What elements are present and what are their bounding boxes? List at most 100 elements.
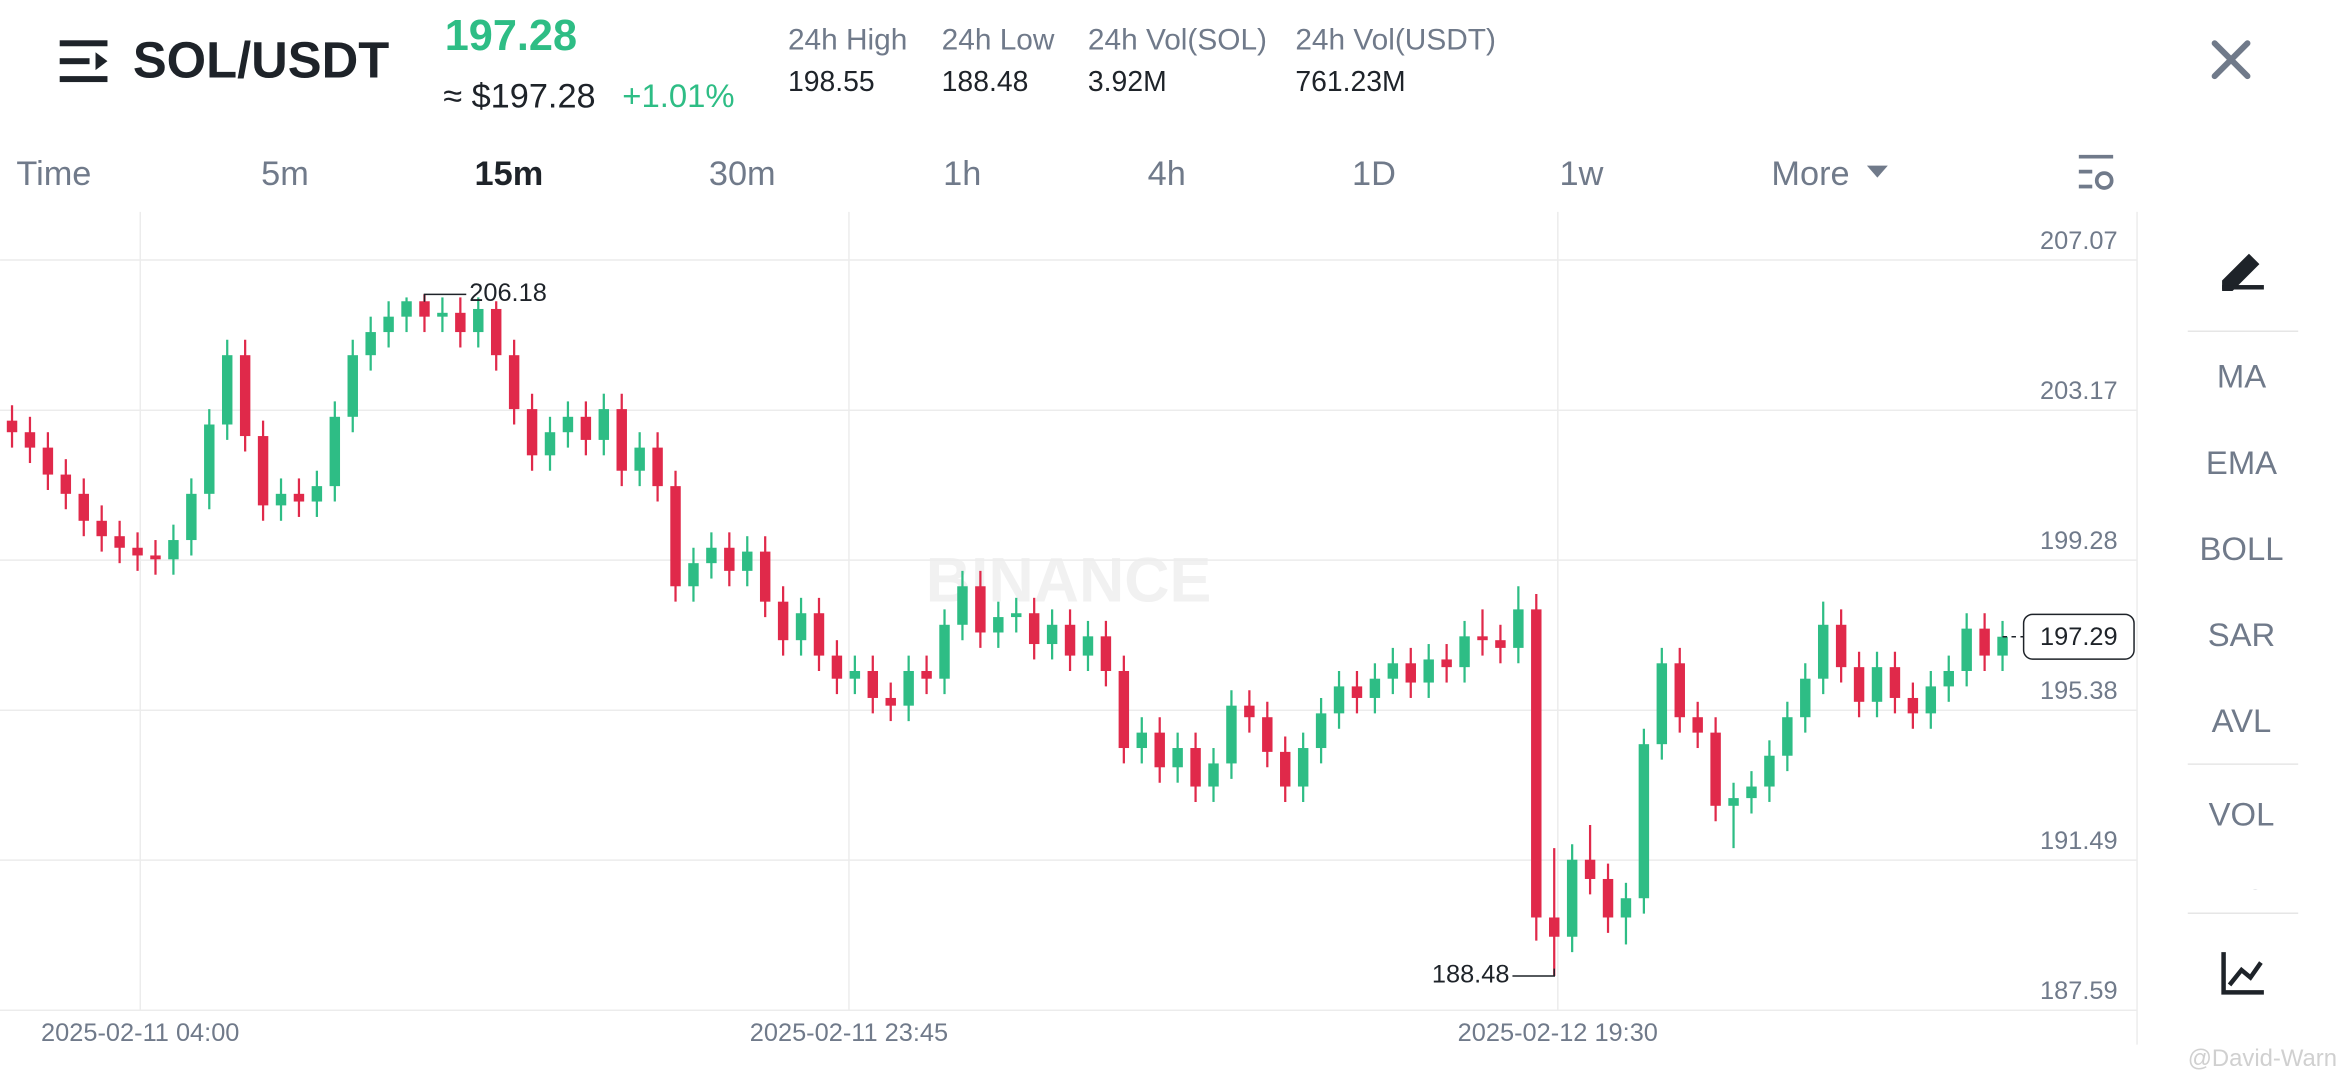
candle-body — [1997, 636, 2008, 656]
max-leader — [423, 293, 467, 302]
candle-body — [652, 447, 663, 487]
candle-body — [473, 308, 484, 333]
candle-body — [437, 312, 448, 317]
tab[interactable]: 4h — [1148, 155, 1186, 193]
candle-body — [24, 432, 36, 448]
candle-body — [1566, 859, 1578, 937]
usd-price: ≈ $197.28 — [443, 78, 595, 116]
candle-body — [1907, 697, 1919, 714]
candle-body — [1495, 640, 1506, 648]
stat-value: 3.92M — [1088, 66, 1167, 98]
candle-body — [1710, 732, 1721, 806]
stat-label: 24h Vol(USDT) — [1295, 24, 1496, 57]
x-tick-label: 2025-02-11 04:00 — [41, 1019, 239, 1047]
tab[interactable]: 15m — [475, 155, 544, 193]
settings-icon[interactable] — [2078, 154, 2114, 190]
candle-body — [186, 493, 197, 541]
candle-body — [1961, 628, 1972, 671]
candle-body — [1028, 613, 1040, 645]
pair: SOL/USDT — [133, 32, 389, 89]
candle-body — [670, 486, 681, 587]
candle-body — [1190, 748, 1201, 787]
candle-body — [1835, 624, 1847, 668]
candle-body — [1262, 717, 1273, 752]
draw-icon[interactable] — [2222, 253, 2264, 292]
candle-body — [616, 409, 627, 471]
candle-body — [975, 586, 986, 633]
candle-body — [706, 547, 717, 564]
indicator[interactable]: EMA — [2206, 444, 2277, 481]
candle-body — [1297, 748, 1309, 787]
candle-body — [1011, 613, 1022, 618]
candle-body — [957, 586, 968, 625]
candle-body — [777, 601, 789, 641]
y-tick-label: 199.28 — [2040, 527, 2118, 555]
candle-body — [1692, 717, 1703, 733]
indicator[interactable]: VOL — [2209, 796, 2275, 833]
tab[interactable]: 1w — [1559, 155, 1603, 193]
tab[interactable]: 1h — [943, 155, 981, 193]
candle-body — [1405, 663, 1416, 683]
candle-body — [239, 355, 251, 437]
candle-body — [508, 355, 520, 410]
tab[interactable]: 5m — [261, 155, 309, 193]
candle-body — [1889, 667, 1901, 698]
candle-body — [42, 447, 54, 475]
candle-body — [1082, 636, 1094, 656]
candle-body — [204, 424, 215, 494]
y-tick-label: 187.59 — [2040, 977, 2118, 1005]
y-tick-label: 195.38 — [2040, 677, 2118, 705]
candle-body — [562, 416, 574, 433]
candle-body — [114, 536, 125, 548]
candle-body — [1208, 763, 1219, 787]
candle-body — [1315, 713, 1327, 749]
indicator[interactable]: MA — [2217, 358, 2266, 395]
candle-body — [1764, 755, 1775, 787]
indicator[interactable]: BOLL — [2200, 530, 2284, 567]
candle-body — [742, 551, 753, 571]
y-tick-label: 207.07 — [2040, 227, 2118, 255]
candle-body — [1423, 659, 1434, 683]
candle-body — [168, 540, 179, 560]
last-price-label: 197.29 — [2040, 623, 2118, 651]
candle-body — [60, 474, 72, 494]
candle-body — [831, 655, 843, 679]
stat-label: 24h High — [788, 24, 907, 57]
candle-body — [1351, 686, 1363, 698]
candle-body — [1441, 659, 1452, 668]
more-arrow — [1866, 165, 1888, 178]
candle-body — [1584, 859, 1596, 879]
menu-icon[interactable] — [59, 40, 108, 83]
chart-icon[interactable] — [2221, 952, 2264, 995]
candle-body — [150, 555, 161, 560]
max-label: 206.18 — [469, 279, 547, 307]
close-icon[interactable] — [2211, 40, 2251, 80]
candle-body — [1674, 663, 1685, 718]
stat-label: 24h Low — [942, 24, 1055, 57]
candle-body — [1638, 744, 1650, 899]
candle-body — [867, 670, 879, 698]
candle-body — [1333, 686, 1345, 714]
candle-body — [1513, 609, 1524, 648]
candle-body — [598, 409, 610, 440]
tab[interactable]: More — [1771, 155, 1849, 193]
candle-body — [688, 563, 699, 587]
candle-body — [1602, 878, 1614, 918]
x-tick-label: 2025-02-11 23:45 — [750, 1019, 948, 1047]
tab[interactable]: Time — [16, 155, 91, 193]
candle-body — [1853, 667, 1865, 702]
tab[interactable]: 1D — [1352, 155, 1396, 193]
indicator[interactable]: MACD — [2193, 882, 2290, 919]
tab[interactable]: 30m — [709, 155, 776, 193]
indicator[interactable]: AVL — [2212, 702, 2272, 739]
indicator-list: MA EMA BOLL SAR AVL VOL MACD — [2193, 358, 2290, 919]
candle-body — [1387, 663, 1399, 679]
candle-body — [1943, 670, 1954, 687]
candle-body — [526, 409, 538, 456]
indicator[interactable]: SAR — [2208, 616, 2276, 653]
x-tick-label: 2025-02-12 19:30 — [1458, 1019, 1658, 1047]
candle-body — [96, 520, 107, 537]
candle-body — [1280, 751, 1291, 787]
candle-body — [6, 420, 18, 433]
